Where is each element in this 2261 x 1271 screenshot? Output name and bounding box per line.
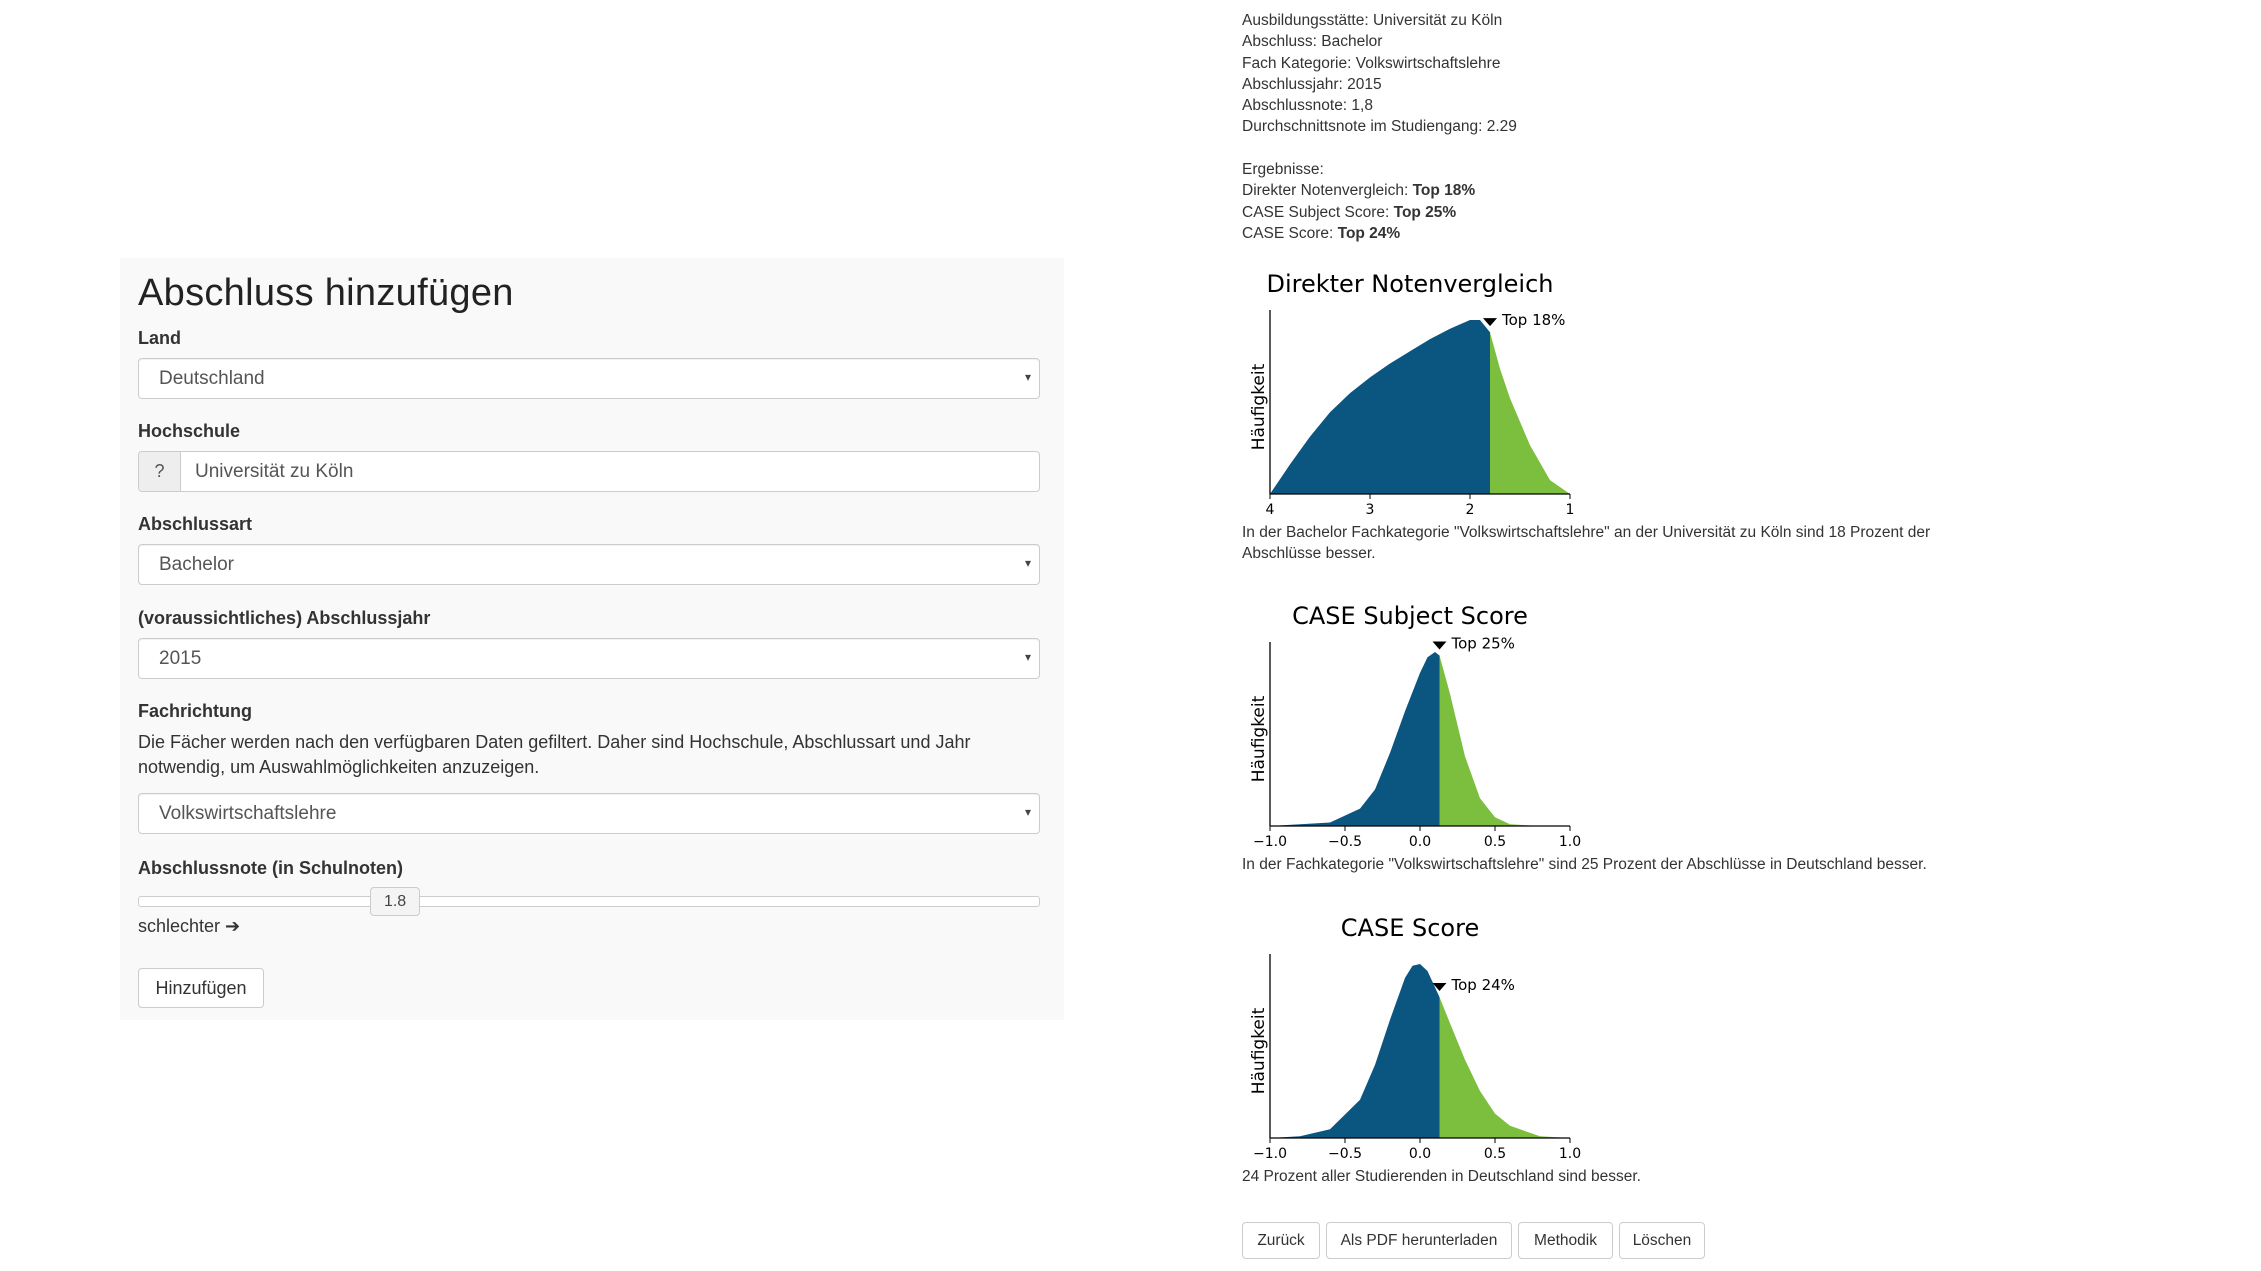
info-line: Abschlussjahr: 2015 (1242, 75, 1382, 93)
subject-help-text: Die Fächer werden nach den verfügbaren D… (138, 732, 971, 777)
chart-title: CASE Subject Score (1292, 602, 1528, 630)
y-axis-label: Häufigkeit (1249, 363, 1269, 450)
country-value: Deutschland (159, 368, 265, 389)
x-tick-label: 0.5 (1484, 834, 1506, 850)
grade-slider-handle[interactable]: 1.8 (370, 887, 421, 916)
distribution-area-below-cutoff (1270, 964, 1440, 1138)
add-button[interactable]: Hinzufügen (138, 968, 264, 1008)
x-tick-label: 1.0 (1559, 1146, 1581, 1162)
methodology-button[interactable]: Methodik (1518, 1222, 1613, 1259)
degree-type-value: Bachelor (159, 554, 234, 575)
info-line: Fach Kategorie: Volkswirtschaftslehre (1242, 54, 1501, 72)
info-line: Ausbildungsstätte: Universität zu Köln (1242, 12, 1503, 29)
year-value: 2015 (159, 648, 202, 669)
x-tick-label: 1.0 (1559, 834, 1581, 850)
university-label: Hochschule (138, 421, 241, 441)
density-chart: −1.0 −0.5 0.0 0.5 1.0 CASE Score Häufigkeit Top… (1249, 914, 1581, 1162)
results-heading: Ergebnisse: (1242, 161, 1324, 179)
distribution-area-top-share (1439, 997, 1570, 1138)
chart-caption: In der Bachelor Fachkategorie "Volkswirt… (1242, 524, 1931, 563)
degree-type-label: Abschlussart (138, 514, 253, 534)
country-label: Land (138, 328, 181, 348)
chart-case-subject-score: −1.0 −0.5 0.0 0.5 1.0 CASE Subject Score Häufi… (1242, 594, 1581, 852)
result-value: Top 25% (1393, 203, 1457, 221)
chart-caption: 24 Prozent aller Studierenden in Deutsch… (1242, 1168, 1641, 1185)
x-tick-label: −0.5 (1328, 834, 1362, 850)
form-title: Abschluss hinzufügen (138, 272, 514, 314)
chevron-down-icon: ▾ (1024, 805, 1031, 819)
chart-case-score: −1.0 −0.5 0.0 0.5 1.0 CASE Score Häufigkeit Top… (1242, 906, 1581, 1164)
back-button[interactable]: Zurück (1242, 1222, 1320, 1259)
help-addon[interactable]: ? (139, 452, 181, 491)
subject-value: Volkswirtschaftslehre (159, 803, 337, 824)
x-tick-label: −1.0 (1253, 834, 1287, 850)
x-tick-label: 0.5 (1484, 1146, 1506, 1162)
x-tick-label: 0.0 (1409, 1146, 1431, 1162)
x-tick-label: −1.0 (1253, 1146, 1287, 1162)
country-select[interactable]: Deutschland ▾ (138, 358, 1040, 399)
university-input-group: ? Universität zu Köln (138, 451, 1040, 492)
subject-select[interactable]: Volkswirtschaftslehre ▾ (138, 793, 1040, 834)
info-line: Abschlussnote: 1,8 (1242, 97, 1373, 115)
info-line: Abschluss: Bachelor (1242, 33, 1383, 51)
result-line: CASE Subject Score: Top 25% (1242, 202, 1517, 223)
x-tick-label: 1 (1566, 502, 1575, 518)
distribution-area-top-share (1439, 655, 1570, 826)
grade-label: Abschlussnote (in Schulnoten) (138, 858, 404, 878)
chart-title: CASE Score (1341, 914, 1479, 942)
delete-button[interactable]: Löschen (1619, 1222, 1705, 1259)
x-tick-label: −0.5 (1328, 1146, 1362, 1162)
density-chart: −1.0 −0.5 0.0 0.5 1.0 CASE Subject Score Häufi… (1249, 602, 1581, 850)
chart-title: Direkter Notenvergleich (1266, 270, 1553, 298)
slider-direction-hint: schlechter ➔ (138, 916, 241, 936)
x-tick-label: 0.0 (1409, 834, 1431, 850)
cutoff-marker-label: Top 25% (1451, 634, 1515, 652)
x-tick-label: 2 (1466, 502, 1475, 518)
chevron-down-icon: ▾ (1024, 370, 1031, 384)
result-value: Top 24% (1337, 224, 1401, 242)
cutoff-marker-icon (1432, 641, 1447, 650)
x-tick-label: 3 (1366, 502, 1375, 518)
cutoff-marker-icon (1432, 983, 1447, 992)
result-value: Top 18% (1412, 182, 1476, 200)
cutoff-marker-label: Top 24% (1451, 976, 1515, 994)
year-select[interactable]: 2015 ▾ (138, 638, 1040, 679)
chart-caption: In der Fachkategorie "Volkswirtschaftsle… (1242, 856, 1927, 873)
result-label: CASE Score: (1242, 224, 1338, 242)
result-label: Direkter Notenvergleich: (1242, 182, 1413, 200)
chevron-down-icon: ▾ (1024, 556, 1031, 570)
x-tick-label: 4 (1266, 502, 1275, 518)
distribution-area-below-cutoff (1270, 320, 1490, 494)
cutoff-marker-label: Top 18% (1501, 311, 1565, 329)
subject-label: Fachrichtung (138, 701, 253, 721)
density-chart: 4 3 2 1 Direkter Notenvergleich Häufigkeit Top… (1249, 270, 1575, 518)
university-input[interactable]: Universität zu Köln (195, 461, 354, 482)
y-axis-label: Häufigkeit (1249, 1007, 1269, 1094)
y-axis-label: Häufigkeit (1249, 695, 1269, 782)
result-label: CASE Subject Score: (1242, 203, 1394, 221)
download-pdf-button[interactable]: Als PDF herunterladen (1326, 1222, 1512, 1259)
grade-slider-track[interactable] (138, 896, 1040, 907)
result-line: Direkter Notenvergleich: Top 18% (1242, 180, 1517, 201)
cutoff-marker-icon (1483, 318, 1497, 327)
chevron-down-icon: ▾ (1024, 650, 1031, 664)
add-degree-form: Abschluss hinzufügen Land Deutschland ▾ … (120, 258, 1064, 1020)
distribution-area-below-cutoff (1270, 652, 1440, 826)
degree-info: Ausbildungsstätte: Universität zu Köln A… (1242, 10, 1517, 244)
year-label: (voraussichtliches) Abschlussjahr (138, 608, 431, 628)
distribution-area-top-share (1490, 332, 1570, 494)
info-line: Durchschnittsnote im Studiengang: 2.29 (1242, 118, 1517, 136)
result-line: CASE Score: Top 24% (1242, 223, 1517, 244)
chart-direct-comparison: 4 3 2 1 Direkter Notenvergleich Häufigkeit Top… (1242, 262, 1575, 520)
degree-type-select[interactable]: Bachelor ▾ (138, 544, 1040, 585)
